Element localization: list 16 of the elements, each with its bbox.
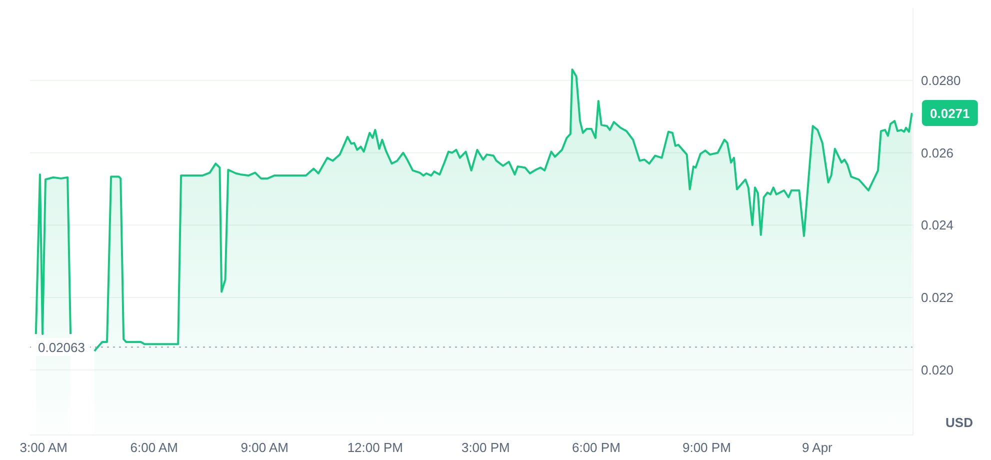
- x-tick-label: 9 Apr: [802, 440, 834, 456]
- x-tick-label: 9:00 PM: [682, 440, 731, 456]
- y-tick-label: 0.020: [921, 362, 954, 378]
- y-tick-label: 0.022: [921, 290, 954, 306]
- y-tick-label: 0.026: [921, 145, 954, 160]
- ref-line-label: 0.02063: [38, 340, 85, 356]
- x-tick-label: 6:00 AM: [130, 440, 178, 456]
- y-axis-title: USD: [946, 415, 973, 430]
- y-tick-label: 0.0280: [921, 72, 961, 88]
- x-tick-label: 12:00 PM: [347, 440, 403, 456]
- x-tick-label: 9:00 AM: [240, 440, 289, 456]
- y-tick-label: 0.024: [921, 218, 954, 233]
- x-tick-label: 3:00 PM: [461, 440, 510, 456]
- annotation: 0.0271: [930, 106, 970, 121]
- x-tick-label: 3:00 AM: [20, 440, 68, 456]
- x-tick-label: 6:00 PM: [572, 440, 620, 456]
